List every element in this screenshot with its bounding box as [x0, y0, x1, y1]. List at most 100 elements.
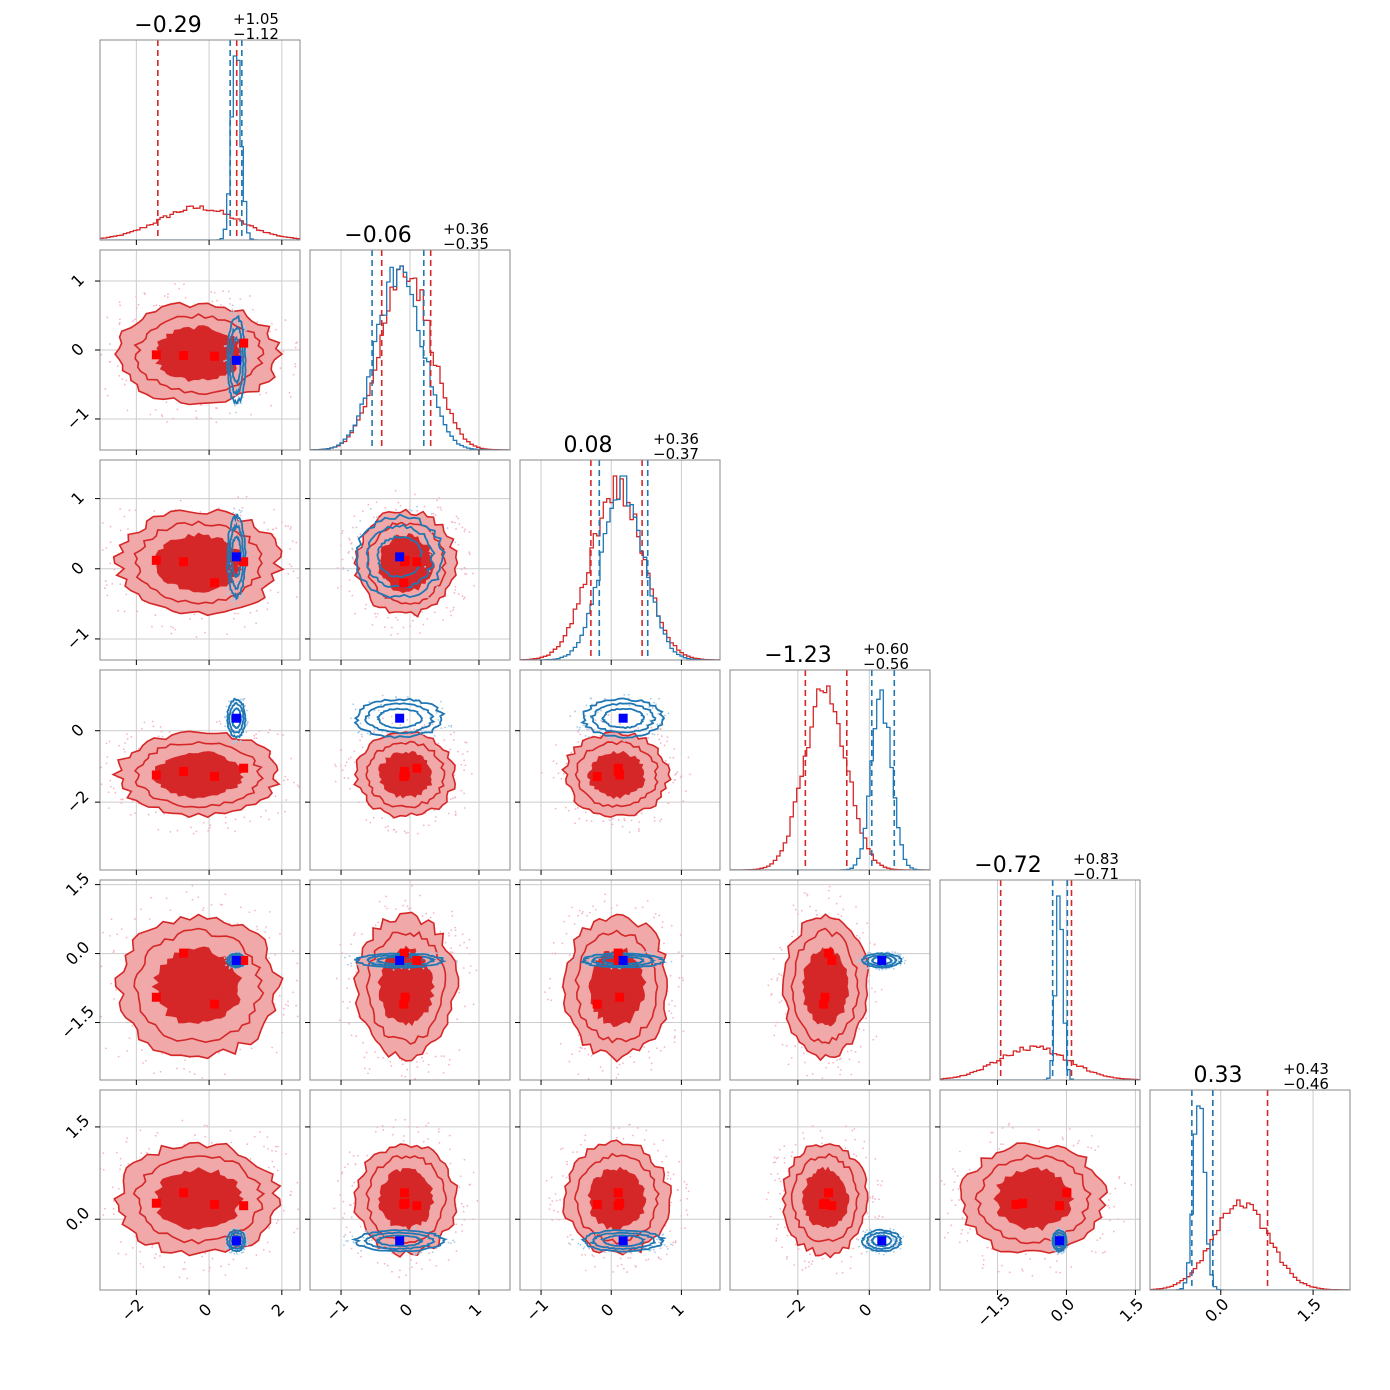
red-sample-point	[147, 813, 150, 816]
red-sample-point	[269, 589, 272, 592]
blue-sample-point	[451, 560, 454, 563]
red-sample-point	[666, 1178, 669, 1180]
red-sample-point	[551, 1200, 554, 1203]
red-sample-point	[672, 1017, 674, 1019]
red-sample-point	[568, 954, 571, 956]
red-sample-point	[347, 758, 350, 760]
panel-frame	[99, 879, 301, 1081]
red-contour-inner	[587, 1166, 647, 1231]
red-sample-point	[448, 1134, 451, 1137]
red-sample-point	[800, 1046, 803, 1049]
red-sample-point	[88, 1180, 90, 1182]
blue-sample-point	[422, 733, 424, 736]
red-sample-point	[668, 763, 670, 765]
blue-sample-point	[234, 313, 237, 316]
red-sample-point	[199, 510, 202, 513]
y-tick-label: −1.5	[57, 1002, 98, 1043]
blue-sample-point	[369, 508, 372, 510]
red-sample-point	[872, 1195, 874, 1198]
blue-sample-point	[443, 956, 446, 959]
blue-sample-point	[644, 951, 647, 953]
red-sample-point	[767, 984, 770, 987]
red-sample-point	[866, 1212, 869, 1215]
red-sample-point	[125, 1140, 128, 1143]
red-sample-point	[301, 1218, 303, 1220]
red-sample-point	[982, 1258, 985, 1261]
red-sample-point	[672, 756, 675, 759]
red-sample-point	[856, 922, 858, 925]
red-sample-point	[770, 993, 773, 996]
red-sample-point	[660, 818, 663, 821]
red-sample-point	[661, 920, 664, 923]
blue-contour-1	[228, 521, 245, 591]
red-sample-point	[183, 1067, 185, 1070]
blue-sample-point	[364, 967, 366, 970]
red-sample-point	[154, 1134, 157, 1137]
blue-sample-point	[653, 733, 656, 736]
red-sample-point	[363, 1067, 366, 1070]
red-sample-point	[448, 1058, 451, 1061]
red-sample-point	[608, 819, 611, 822]
red-sample-point	[215, 721, 218, 724]
red-sample-point	[584, 1139, 586, 1142]
red-sample-point	[232, 1258, 235, 1261]
red-sample-point	[163, 812, 165, 815]
red-sample-point	[577, 1073, 580, 1076]
red-sample-point	[344, 1166, 346, 1169]
red-sample-point	[271, 1149, 273, 1152]
blue-sample-point	[418, 1252, 421, 1255]
red-sample-point	[122, 798, 125, 801]
red-sample-point	[109, 562, 112, 565]
red-sample-point	[239, 514, 242, 517]
red-sample-point	[255, 609, 258, 612]
red-sample-point	[399, 724, 402, 727]
red-sample-point	[618, 1127, 621, 1130]
red-sample-point	[361, 746, 364, 749]
red-sample-point	[1109, 1192, 1112, 1195]
red-sample-point	[455, 528, 457, 530]
joint-panel-3-0: −20	[63, 669, 301, 875]
blue-sample-point	[228, 700, 230, 703]
red-sample-point	[395, 831, 398, 833]
blue-marker	[395, 552, 405, 562]
red-sample-point	[88, 1222, 90, 1224]
blue-sample-point	[420, 1251, 423, 1254]
red-sample-point	[1077, 1142, 1079, 1145]
red-sample-point	[680, 775, 683, 777]
blue-sample-point	[225, 344, 227, 347]
red-sample-point	[458, 1186, 461, 1189]
red-sample-point	[825, 1066, 827, 1069]
red-sample-point	[202, 906, 205, 909]
red-sample-point	[958, 1241, 961, 1244]
red-sample-point	[604, 1251, 607, 1254]
red-sample-point	[295, 342, 297, 345]
blue-sample-point	[353, 1241, 355, 1244]
blue-sample-point	[359, 520, 362, 522]
blue-sample-point	[378, 524, 381, 527]
red-sample-point	[1130, 1183, 1133, 1186]
blue-sample-point	[351, 548, 354, 551]
red-sample-point	[643, 1138, 646, 1141]
blue-sample-point	[653, 701, 655, 704]
blue-sample-point	[384, 578, 387, 581]
red-sample-point	[687, 1190, 690, 1193]
red-sample-point	[287, 1004, 290, 1007]
x-tick-label: 0	[396, 1300, 417, 1321]
red-sample-point	[306, 1020, 308, 1022]
red-sample-point	[422, 1060, 425, 1062]
red-sample-point	[584, 811, 587, 814]
red-sample-point	[865, 1156, 868, 1159]
red-sample-point	[392, 1085, 394, 1087]
red-sample-point	[385, 895, 387, 898]
red-sample-point	[633, 1061, 635, 1064]
blue-sample-point	[902, 956, 905, 959]
blue-sample-point	[447, 1241, 450, 1244]
red-sample-point	[623, 819, 626, 822]
blue-sample-point	[452, 1239, 454, 1242]
panel-frame	[939, 879, 1141, 1081]
blue-sample-point	[238, 1227, 241, 1230]
blue-contour-1	[1053, 1231, 1067, 1251]
red-sample-point	[159, 1255, 161, 1257]
blue-sample-point	[234, 404, 236, 407]
y-tick-label: 1.5	[62, 1111, 93, 1142]
